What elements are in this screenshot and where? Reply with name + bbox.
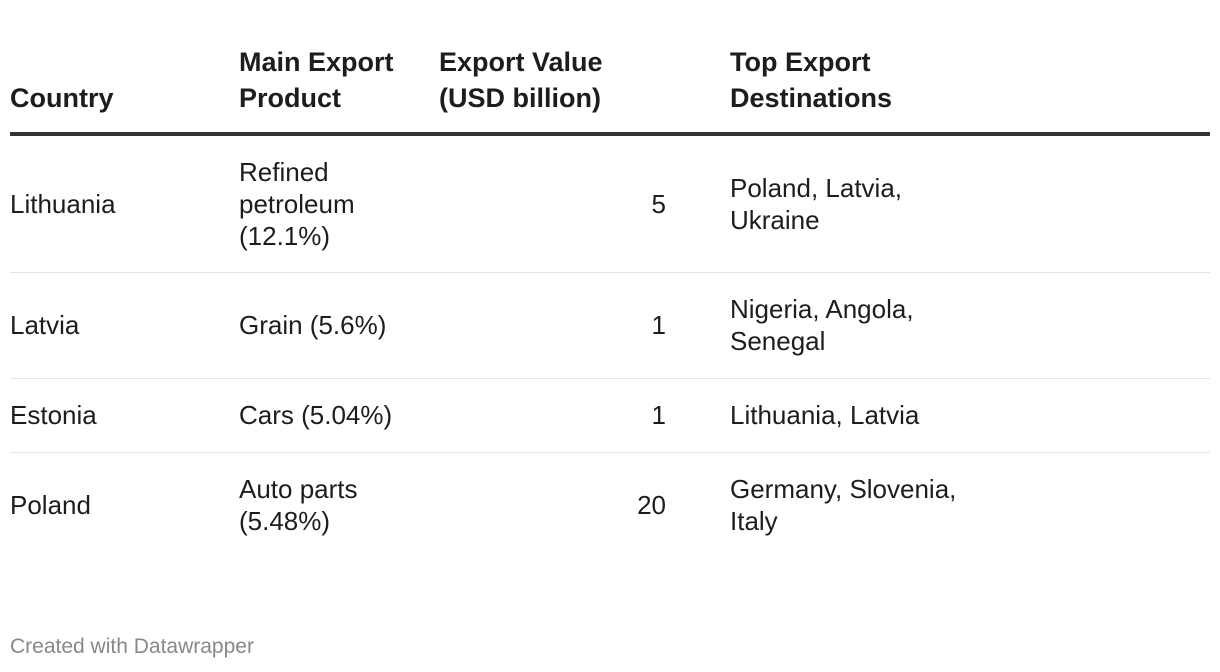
cell-value: 1 [439,378,666,453]
cell-destinations-text: Nigeria, Angola, Senegal [730,294,914,356]
cell-country: Latvia [10,272,239,379]
cell-product-text: Cars (5.04%) [239,400,393,430]
cell-country: Lithuania [10,134,239,273]
cell-country: Estonia [10,378,239,453]
column-header-destinations-label: Top Export Destinations [730,47,893,113]
cell-product-text: Refined petroleum (12.1%) [239,156,355,251]
cell-product: Grain (5.6%) [239,272,439,379]
cell-destinations: Lithuania, Latvia [666,378,1210,453]
column-header-product: Main Export Product [239,44,439,136]
column-header-value-label: Export Value (USD billion) [439,47,603,113]
cell-destinations-text: Poland, Latvia, Ukraine [730,172,903,235]
column-header-product-label: Main Export Product [239,47,394,113]
credit-footer: Created with Datawrapper [10,635,254,658]
export-table: Country Main Export Product Export Value… [10,44,1210,558]
cell-product-text: Auto parts (5.48%) [239,474,358,537]
column-header-country: Country [10,44,239,136]
table-row: Poland Auto parts (5.48%) 20 Germany, Sl… [10,452,1210,558]
cell-country: Poland [10,490,91,521]
cell-destinations: Germany, Slovenia, Italy [666,452,1210,558]
table-row: Estonia Cars (5.04%) 1 Lithuania, Latvia [10,378,1210,453]
table-row: Latvia Grain (5.6%) 1 Nigeria, Angola, S… [10,272,1210,379]
cell-value: 20 [637,490,666,521]
header-row: Country Main Export Product Export Value… [10,44,1210,136]
cell-destinations-text: Germany, Slovenia, Italy [730,474,957,537]
cell-value: 1 [439,272,666,379]
cell-product: Cars (5.04%) [239,378,439,453]
column-header-value: Export Value (USD billion) [439,44,666,136]
cell-destinations-text: Lithuania, Latvia [730,400,920,430]
cell-destinations: Poland, Latvia, Ukraine [666,134,1210,273]
column-header-destinations: Top Export Destinations [666,44,1210,136]
table-row: Lithuania Refined petroleum (12.1%) 5 Po… [10,134,1210,273]
cell-product-text: Grain (5.6%) [239,310,387,340]
cell-product: Refined petroleum (12.1%) [239,134,439,273]
cell-value: 5 [439,134,666,273]
cell-destinations: Nigeria, Angola, Senegal [666,272,1210,379]
cell-product: Auto parts (5.48%) [239,452,439,558]
